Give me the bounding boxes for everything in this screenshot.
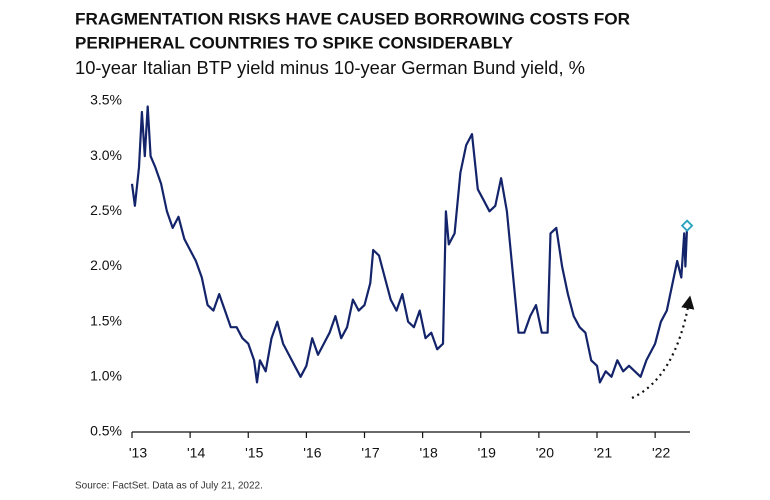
y-tick-label: 2.0% (90, 257, 122, 273)
y-tick-label: 3.5% (90, 92, 122, 108)
y-tick-label: 1.5% (90, 312, 122, 328)
x-tick-label: '18 (420, 445, 438, 461)
y-tick-label: 0.5% (90, 423, 122, 439)
chart-subtitle: 10-year Italian BTP yield minus 10-year … (75, 58, 585, 78)
x-tick-label: '14 (187, 445, 205, 461)
last-point-marker (680, 219, 694, 232)
x-tick-label: '15 (245, 445, 263, 461)
trend-arrow (631, 295, 695, 399)
y-tick-label: 2.5% (90, 202, 122, 218)
x-tick-label: '17 (361, 445, 379, 461)
x-tick-label: '13 (129, 445, 147, 461)
x-tick-label: '20 (536, 445, 554, 461)
y-tick-label: 1.0% (90, 368, 122, 384)
source-note: Source: FactSet. Data as of July 21, 202… (75, 481, 263, 492)
x-tick-label: '19 (478, 445, 496, 461)
y-tick-label: 3.0% (90, 147, 122, 163)
x-tick-label: '22 (652, 445, 670, 461)
x-tick-label: '21 (594, 445, 612, 461)
series-line (130, 105, 689, 384)
chart-title: PERIPHERAL COUNTRIES TO SPIKE CONSIDERAB… (75, 33, 514, 52)
chart-title: FRAGMENTATION RISKS HAVE CAUSED BORROWIN… (75, 9, 630, 28)
x-tick-label: '16 (303, 445, 321, 461)
